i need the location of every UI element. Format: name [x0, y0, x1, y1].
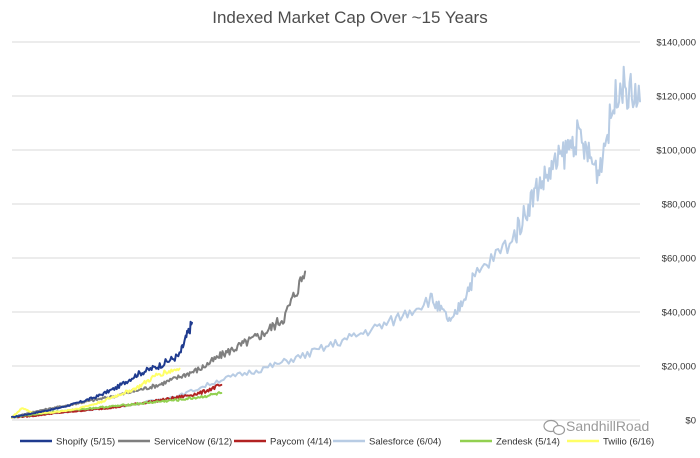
watermark-text: SandhillRoad — [566, 418, 649, 434]
wechat-icon — [543, 419, 566, 436]
y-tick-label: $40,000 — [662, 308, 696, 319]
y-tick-label: $120,000 — [656, 92, 696, 103]
legend-label: Twilio (6/16) — [603, 437, 654, 448]
series-lines — [11, 65, 641, 419]
y-tick-label: $80,000 — [662, 200, 696, 211]
legend-label: Salesforce (6/04) — [369, 437, 441, 448]
legend-label: Shopify (5/15) — [56, 437, 115, 448]
watermark: SandhillRoad — [543, 418, 649, 436]
y-tick-label: $0 — [685, 416, 696, 427]
series-line-salesforce — [11, 65, 641, 419]
series-line-servicenow — [11, 270, 307, 419]
y-tick-label: $140,000 — [656, 38, 696, 49]
y-axis-ticks: $0 $20,000 $40,000 $60,000 $80,000 $100,000 $1… — [656, 38, 696, 427]
series-line-shopify — [11, 320, 193, 419]
gridlines — [12, 41, 640, 421]
y-tick-label: $100,000 — [656, 146, 696, 157]
chart-title: Indexed Market Cap Over ~15 Years — [212, 8, 487, 27]
legend-label: Paycom (4/14) — [270, 437, 332, 448]
series-line-twilio — [11, 367, 181, 419]
legend: Shopify (5/15) ServiceNow (6/12) Paycom (4… — [20, 437, 654, 448]
y-tick-label: $60,000 — [662, 254, 696, 265]
legend-label: Zendesk (5/14) — [496, 437, 560, 448]
legend-label: ServiceNow (6/12) — [154, 437, 232, 448]
y-tick-label: $20,000 — [662, 362, 696, 373]
